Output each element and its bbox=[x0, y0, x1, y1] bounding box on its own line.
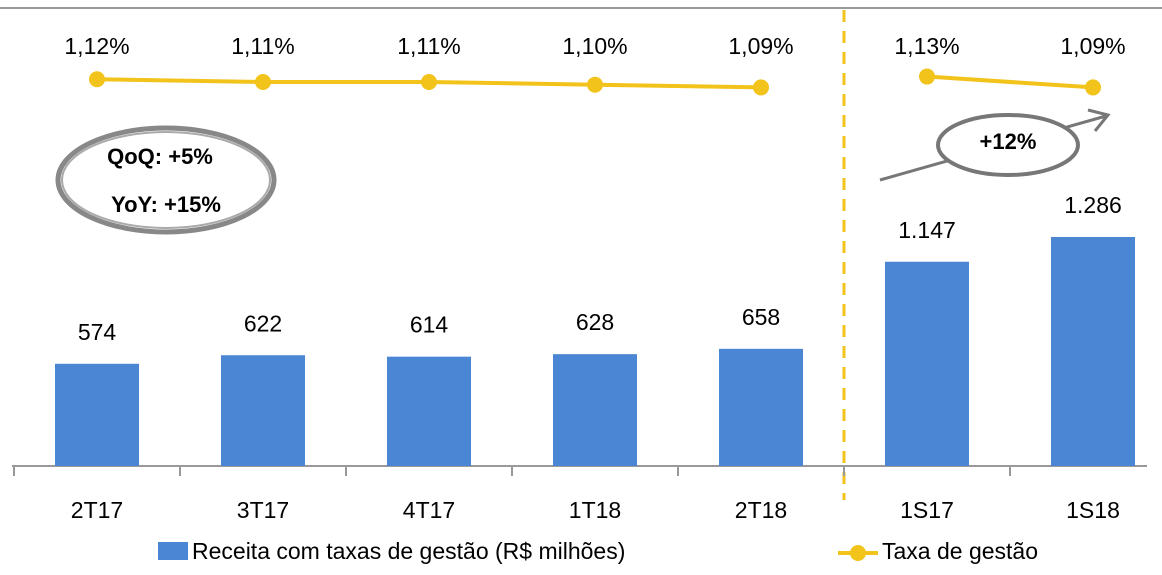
bar bbox=[1051, 236, 1135, 466]
line-point bbox=[421, 73, 437, 90]
data-label: 1.147 bbox=[898, 217, 956, 243]
annotation: YoY: +15% bbox=[111, 192, 221, 217]
line bbox=[926, 74, 1094, 90]
x-tick-label: 1T18 bbox=[569, 497, 621, 523]
line-point bbox=[587, 76, 603, 93]
bar bbox=[553, 354, 637, 466]
x-tick-label: 2T17 bbox=[71, 497, 123, 523]
data-label: 1,10% bbox=[562, 33, 627, 59]
data-label: 622 bbox=[244, 310, 282, 336]
data-label: 574 bbox=[78, 319, 117, 345]
annotation-ellipse bbox=[55, 125, 277, 235]
legend-swatch bbox=[158, 542, 188, 560]
annotation-ellipse bbox=[936, 113, 1080, 177]
line-point bbox=[753, 79, 769, 96]
data-label: 658 bbox=[742, 304, 780, 330]
annotation: QoQ: +5% bbox=[107, 144, 213, 169]
legend-label: Receita com taxas de gestão (R$ milhões) bbox=[192, 538, 625, 564]
legend-label: Taxa de gestão bbox=[882, 538, 1038, 564]
data-label: 1,11% bbox=[397, 33, 461, 59]
line-point bbox=[255, 73, 271, 90]
bar bbox=[55, 363, 139, 466]
data-label: 1,13% bbox=[894, 33, 959, 59]
data-label: 1,09% bbox=[728, 33, 793, 59]
bar bbox=[221, 355, 305, 466]
annotation: +12% bbox=[980, 129, 1037, 154]
x-tick-label: 2T18 bbox=[735, 497, 787, 523]
legend-swatch bbox=[850, 545, 866, 561]
bar bbox=[387, 356, 471, 466]
bar bbox=[719, 348, 803, 466]
data-label: 628 bbox=[576, 309, 614, 335]
data-label: 1,12% bbox=[64, 33, 129, 59]
x-tick-label: 1S18 bbox=[1066, 497, 1120, 523]
bar bbox=[885, 261, 969, 466]
line-point bbox=[1085, 79, 1101, 96]
arrow-head bbox=[1087, 108, 1111, 132]
line-point bbox=[919, 68, 935, 85]
x-tick-label: 1S17 bbox=[900, 497, 954, 523]
data-label: 1,09% bbox=[1060, 33, 1125, 59]
annotation-ellipse bbox=[61, 131, 271, 229]
x-tick-label: 4T17 bbox=[403, 497, 455, 523]
x-tick-label: 3T17 bbox=[237, 497, 289, 523]
data-label: 614 bbox=[410, 312, 449, 338]
data-label: 1.286 bbox=[1064, 192, 1122, 218]
data-label: 1,11% bbox=[231, 33, 295, 59]
line-point bbox=[89, 71, 105, 88]
